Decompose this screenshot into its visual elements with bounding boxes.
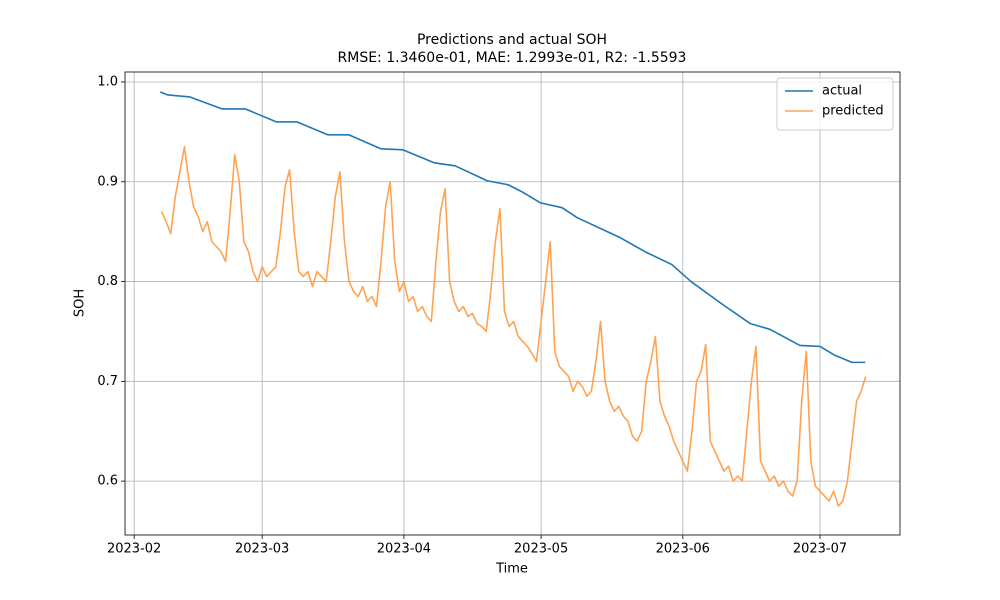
- x-tick-label: 2023-03: [235, 542, 289, 557]
- x-tick-label: 2023-07: [793, 542, 847, 557]
- legend-label: actual: [822, 84, 862, 99]
- y-tick-label: 0.8: [97, 274, 118, 289]
- y-tick-label: 0.7: [97, 374, 118, 389]
- y-tick-label: 0.6: [97, 474, 118, 489]
- y-tick-label: 0.9: [97, 174, 118, 189]
- chart-title: Predictions and actual SOH: [417, 32, 607, 48]
- plot-frame: [124, 71, 901, 536]
- x-tick-label: 2023-05: [514, 542, 568, 557]
- y-tick-label: 1.0: [97, 74, 118, 89]
- series-line: [159, 91, 866, 364]
- x-tick-label: 2023-06: [656, 542, 710, 557]
- chart-subtitle: RMSE: 1.3460e-01, MAE: 1.2993e-01, R2: -…: [338, 50, 687, 66]
- x-tick-label: 2023-04: [377, 542, 431, 557]
- x-axis-label: Time: [495, 562, 528, 577]
- y-axis-label: SOH: [73, 289, 88, 317]
- legend-label: predicted: [822, 104, 884, 119]
- x-tick-label: 2023-02: [107, 542, 161, 557]
- series-line: [160, 146, 867, 507]
